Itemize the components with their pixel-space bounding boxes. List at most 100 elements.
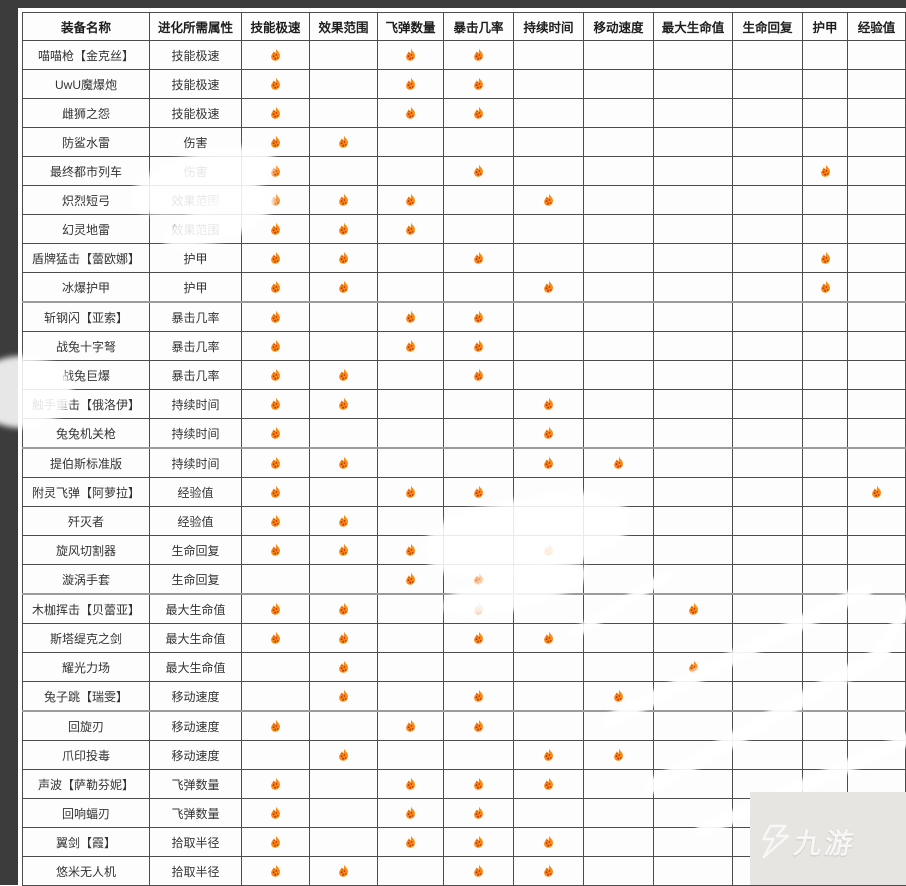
flame-mark-cell: [802, 156, 848, 186]
flame-icon: [404, 222, 417, 236]
flame-mark-cell: [241, 69, 310, 99]
flame-mark-cell: [241, 447, 310, 478]
flame-icon: [612, 689, 625, 703]
flame-icon: [472, 251, 485, 265]
empty-cell: [847, 301, 906, 332]
flame-icon: [819, 164, 832, 178]
flame-mark-cell: [241, 769, 310, 799]
empty-cell: [732, 127, 803, 157]
equipment-name: 翼剑【霞】: [22, 827, 150, 857]
empty-cell: [309, 331, 378, 361]
flame-mark-cell: [583, 447, 654, 478]
flame-icon: [404, 719, 417, 733]
table-row: 斯塔缇克之剑 最大生命值: [22, 623, 906, 653]
empty-cell: [513, 652, 584, 682]
flame-icon: [404, 106, 417, 120]
empty-cell: [583, 331, 654, 361]
flame-icon: [337, 660, 350, 674]
flame-icon: [269, 135, 282, 149]
empty-cell: [513, 798, 584, 828]
equipment-name: 冰爆护甲: [22, 272, 150, 303]
flame-icon: [269, 106, 282, 120]
flame-icon: [472, 631, 485, 645]
table-row: 回旋刃 移动速度: [22, 710, 906, 741]
empty-cell: [847, 681, 906, 712]
flame-mark-cell: [309, 243, 378, 273]
table-row: 雌狮之怨 技能极速: [22, 98, 906, 128]
flame-icon: [542, 864, 555, 878]
empty-cell: [732, 740, 803, 770]
column-header: 最大生命值: [653, 12, 733, 41]
flame-icon: [542, 456, 555, 470]
empty-cell: [732, 360, 803, 390]
empty-cell: [377, 856, 444, 886]
empty-cell: [802, 506, 848, 536]
flame-icon: [542, 748, 555, 762]
flame-icon: [404, 77, 417, 91]
flame-mark-cell: [241, 243, 310, 273]
empty-cell: [847, 156, 906, 186]
column-header: 持续时间: [513, 12, 584, 41]
flame-icon: [612, 748, 625, 762]
flame-icon: [337, 631, 350, 645]
flame-icon: [337, 456, 350, 470]
empty-cell: [241, 564, 310, 595]
table-row: 冰爆护甲 护甲: [22, 272, 906, 303]
empty-cell: [583, 185, 654, 215]
equipment-name: 旋风切割器: [22, 535, 150, 565]
evolution-attribute: 拾取半径: [149, 827, 242, 857]
flame-icon: [337, 397, 350, 411]
empty-cell: [653, 389, 733, 419]
empty-cell: [847, 389, 906, 419]
empty-cell: [377, 681, 444, 712]
table-body: 喵喵枪【金克丝】 技能极速 UwU魔爆炮 技能极速 雌狮之怨 技能极速 防鲨水雷 伤害 最终都市…: [22, 40, 906, 886]
empty-cell: [732, 535, 803, 565]
flame-icon: [542, 777, 555, 791]
empty-cell: [847, 447, 906, 478]
empty-cell: [802, 40, 848, 70]
empty-cell: [847, 243, 906, 273]
jiuyou-g-glyph-icon: [757, 824, 792, 860]
flame-icon: [472, 48, 485, 62]
evolution-attribute: 移动速度: [149, 681, 242, 712]
flame-mark-cell: [241, 127, 310, 157]
table-row: 战兔十字弩 暴击几率: [22, 331, 906, 361]
equipment-name: 斩钢闪【亚索】: [22, 301, 150, 332]
flame-mark-cell: [513, 272, 584, 303]
empty-cell: [847, 506, 906, 536]
equipment-name: 声波【萨勒芬妮】: [22, 769, 150, 799]
flame-icon: [269, 339, 282, 353]
empty-cell: [847, 40, 906, 70]
empty-cell: [847, 69, 906, 99]
flame-icon: [269, 426, 282, 440]
flame-icon: [472, 164, 485, 178]
flame-mark-cell: [309, 506, 378, 536]
flame-mark-cell: [377, 710, 444, 741]
flame-mark-cell: [377, 40, 444, 70]
flame-mark-cell: [241, 623, 310, 653]
flame-mark-cell: [653, 593, 733, 624]
empty-cell: [377, 389, 444, 419]
flame-mark-cell: [443, 623, 514, 653]
flame-mark-cell: [309, 272, 378, 303]
flame-mark-cell: [377, 69, 444, 99]
header-row: 装备名称 进化所需属性 技能极速 效果范围 飞弹数量 暴击几率 持续时间 移动速度 最大生命值生…: [22, 12, 906, 41]
flame-icon: [404, 485, 417, 499]
table-row: 耀光力场 最大生命值: [22, 652, 906, 682]
flame-icon: [337, 864, 350, 878]
table-row: 兔兔机关枪 持续时间: [22, 418, 906, 449]
empty-cell: [583, 360, 654, 390]
empty-cell: [309, 710, 378, 741]
equipment-name: 漩涡手套: [22, 564, 150, 595]
equipment-name: 悠米无人机: [22, 856, 150, 886]
equipment-name: 喵喵枪【金克丝】: [22, 40, 150, 70]
flame-icon: [687, 602, 700, 616]
empty-cell: [653, 418, 733, 449]
empty-cell: [583, 301, 654, 332]
flame-mark-cell: [513, 827, 584, 857]
jiuyou-logo-text: 九游: [791, 828, 858, 859]
empty-cell: [377, 623, 444, 653]
flame-icon: [337, 543, 350, 557]
empty-cell: [732, 301, 803, 332]
empty-cell: [802, 331, 848, 361]
